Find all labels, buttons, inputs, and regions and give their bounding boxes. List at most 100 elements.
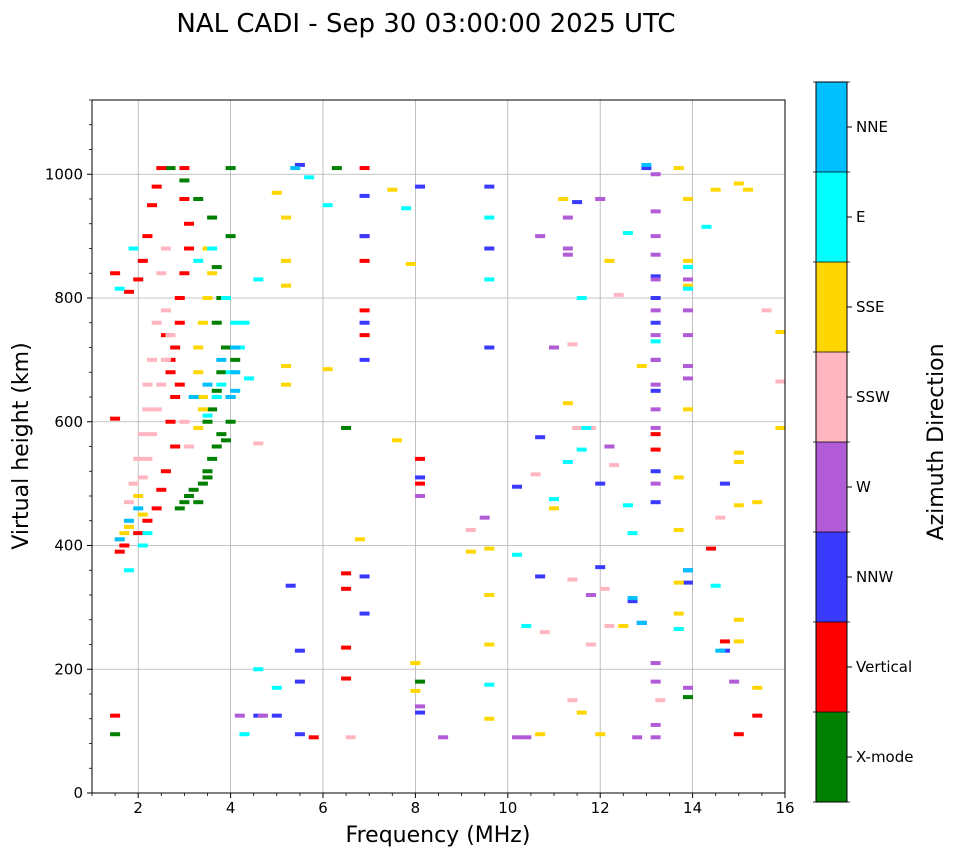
- data-point: [165, 166, 176, 171]
- data-point: [225, 419, 236, 424]
- data-point: [211, 444, 222, 449]
- data-point: [585, 642, 596, 647]
- data-point: [123, 500, 134, 505]
- data-point: [271, 713, 282, 718]
- data-point: [415, 481, 426, 486]
- data-point: [147, 432, 158, 437]
- data-point: [202, 296, 213, 300]
- colorbar-segment: [816, 352, 847, 442]
- chart-title: NAL CADI - Sep 30 03:00:00 2025 UTC: [176, 9, 675, 39]
- data-point: [391, 438, 402, 443]
- data-point: [650, 277, 661, 282]
- data-point: [410, 661, 421, 666]
- x-tick-label: 2: [133, 799, 143, 817]
- data-point: [719, 639, 730, 644]
- data-point: [179, 178, 190, 183]
- data-point: [304, 175, 315, 180]
- data-point: [701, 224, 712, 229]
- data-point: [110, 732, 121, 737]
- data-point: [114, 286, 125, 291]
- data-point: [581, 425, 592, 430]
- data-point: [641, 162, 652, 167]
- data-point: [387, 187, 398, 192]
- data-point: [207, 246, 218, 251]
- data-point: [160, 308, 171, 313]
- data-point: [142, 456, 153, 461]
- data-point: [682, 685, 693, 690]
- colorbar-segment: [816, 82, 847, 172]
- data-point: [415, 494, 426, 498]
- data-point: [673, 611, 684, 616]
- data-point: [345, 735, 356, 740]
- data-point: [160, 357, 171, 362]
- data-point: [359, 320, 370, 325]
- y-axis-label: Virtual height (km): [9, 342, 34, 549]
- data-point: [650, 481, 661, 486]
- data-point: [179, 500, 190, 505]
- x-tick-label: 6: [318, 799, 328, 817]
- data-point: [775, 330, 786, 335]
- data-point: [174, 320, 185, 325]
- data-point: [719, 481, 730, 486]
- data-point: [682, 568, 693, 573]
- data-point: [535, 574, 546, 579]
- data-point: [253, 667, 264, 672]
- data-point: [225, 234, 236, 239]
- y-tick-label: 400: [54, 537, 83, 555]
- data-point: [650, 320, 661, 325]
- data-point: [160, 246, 171, 251]
- data-point: [257, 713, 268, 718]
- data-point: [650, 296, 661, 300]
- data-point: [715, 515, 726, 520]
- data-point: [438, 735, 449, 740]
- data-point: [595, 197, 606, 201]
- data-point: [743, 187, 754, 192]
- data-point: [359, 574, 370, 579]
- data-point: [410, 688, 421, 693]
- data-point: [207, 271, 218, 276]
- data-point: [733, 732, 744, 737]
- data-point: [294, 648, 305, 653]
- data-point: [650, 425, 661, 430]
- colorbar-label: NNW: [856, 568, 893, 586]
- data-point: [133, 277, 144, 282]
- data-point: [775, 379, 786, 384]
- data-point: [359, 258, 370, 263]
- data-point: [650, 735, 661, 740]
- series-x-mode: [110, 166, 693, 737]
- data-point: [147, 357, 158, 362]
- data-point: [147, 203, 158, 208]
- data-point: [216, 357, 227, 362]
- data-point: [341, 425, 352, 430]
- data-point: [484, 642, 495, 647]
- data-point: [595, 565, 606, 570]
- data-point: [110, 713, 121, 718]
- data-point: [156, 166, 167, 171]
- colorbar-label: E: [856, 208, 865, 226]
- data-point: [521, 623, 532, 628]
- data-point: [733, 503, 744, 508]
- data-point: [341, 586, 352, 591]
- data-point: [512, 552, 523, 557]
- data-point: [627, 596, 638, 601]
- data-point: [308, 735, 319, 740]
- data-point: [682, 580, 693, 585]
- series-nne: [114, 162, 726, 653]
- data-point: [576, 296, 587, 300]
- data-point: [775, 425, 786, 430]
- data-point: [179, 271, 190, 276]
- data-points: [110, 162, 786, 740]
- data-point: [585, 593, 596, 597]
- data-point: [636, 620, 647, 625]
- data-point: [230, 388, 241, 393]
- data-point: [170, 395, 181, 399]
- data-point: [562, 215, 573, 220]
- data-point: [650, 388, 661, 393]
- data-point: [133, 456, 144, 461]
- data-point: [484, 546, 495, 551]
- data-point: [512, 735, 523, 740]
- data-point: [341, 571, 352, 576]
- data-point: [627, 531, 638, 536]
- data-point: [174, 296, 185, 300]
- data-point: [225, 166, 236, 171]
